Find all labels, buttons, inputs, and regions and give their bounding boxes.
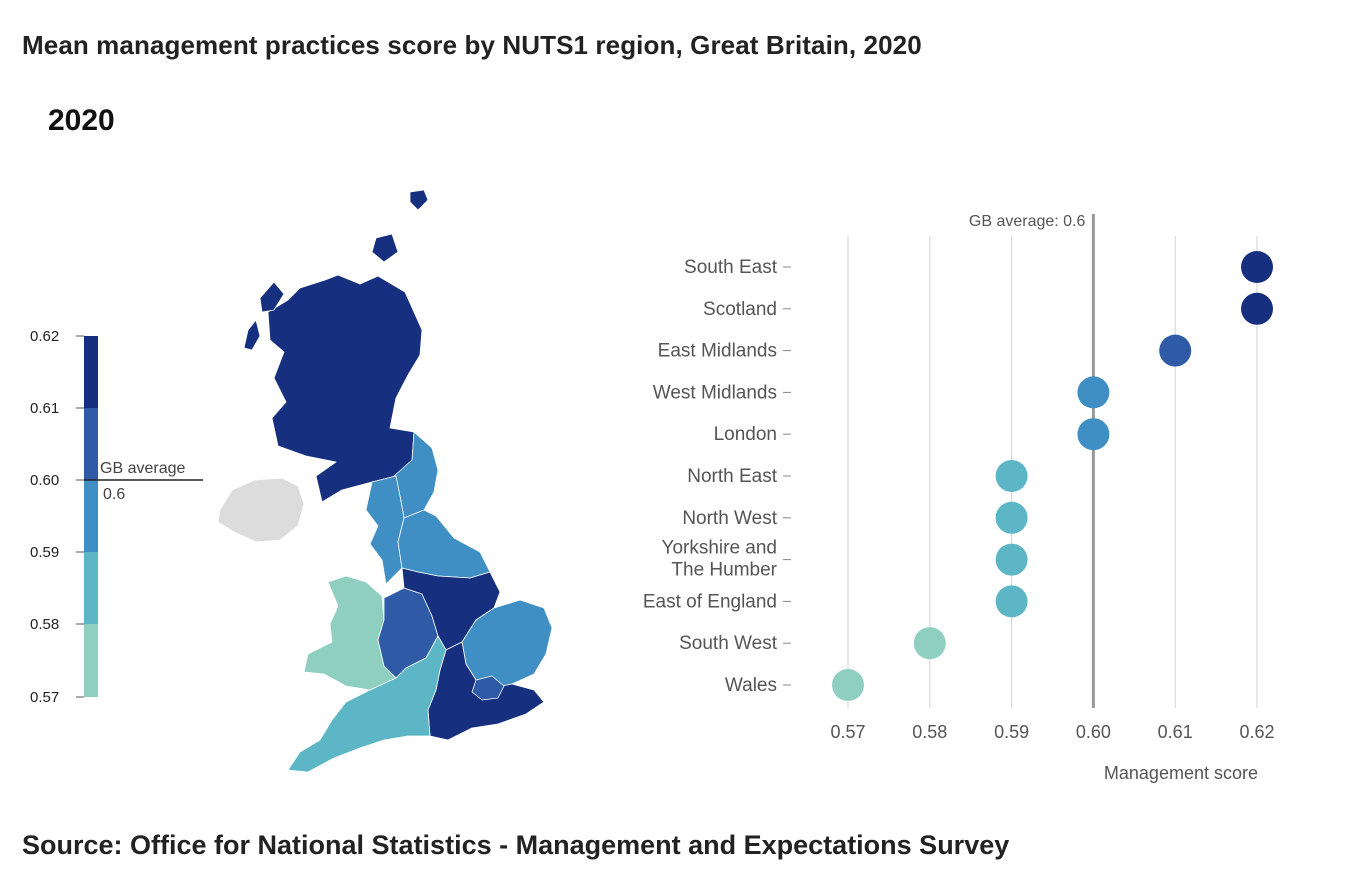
x-tick-label: 0.58 [912,722,947,742]
data-dot [995,460,1028,492]
map-region-north-west [365,475,405,585]
category-label: South West [679,633,778,654]
data-dot [832,669,864,701]
source-note: Source: Office for National Statistics -… [22,830,1010,860]
legend-average-value: 0.6 [103,486,125,503]
legend-tick: 0.60 [30,472,59,489]
category-label: South East [684,257,778,278]
data-dot [1077,376,1110,409]
data-dot [1159,334,1192,367]
category-label: London [714,424,777,445]
map-region-scotland [267,274,423,503]
category-label: West Midlands [653,382,777,403]
legend-band-057-058 [84,624,98,697]
legend-tick: 0.59 [30,544,59,561]
map-region-yorkshire-and-the-humber [397,509,491,579]
dot-plot: GB average: 0.6 South East Scotland East M… [643,213,1275,783]
legend-tick: 0.57 [30,689,59,706]
color-legend: 0.62 0.61 0.60 0.59 0.58 0.57 GB average… [30,328,203,706]
data-dot [1077,418,1110,451]
x-tick-label: 0.60 [1076,722,1111,742]
map-region-south-west [287,635,447,773]
category-label: East Midlands [658,341,777,362]
legend-band-060-061 [84,408,98,480]
map-region-scotland-islands [243,189,429,351]
legend-tick: 0.61 [30,400,59,417]
x-tick-label: 0.62 [1239,722,1274,742]
category-label: North West [682,508,777,529]
legend-average-label: GB average [100,460,185,477]
grid [847,236,1258,708]
dots [832,251,1273,701]
chart-title: Mean management practices score by NUTS1… [22,30,922,60]
category-labels: South East Scotland East Midlands West Midl… [643,257,791,696]
x-tick-label: 0.61 [1158,722,1193,742]
data-dot [1241,251,1273,283]
x-tick-label: 0.59 [994,722,1029,742]
data-dot [995,501,1028,534]
x-axis-label: Management score [1104,763,1258,783]
category-label: Wales [725,675,777,696]
category-label: Scotland [703,299,777,320]
average-reference-label: GB average: 0.6 [969,213,1086,230]
legend-tick: 0.58 [30,616,59,633]
category-label: East of England [643,591,777,612]
legend-tick: 0.62 [30,328,59,345]
data-dot [995,543,1028,576]
region-map [217,189,553,773]
year-label: 2020 [48,104,115,137]
map-region-london [471,675,505,701]
legend-band-059-060 [84,480,98,552]
category-label: Yorkshire and The Humber [662,538,778,581]
category-label: North East [687,466,777,487]
map-region-northern-ireland [217,477,305,543]
data-dot [995,585,1028,618]
data-dot [1241,292,1273,325]
data-dot [913,627,946,660]
legend-band-061-062 [84,336,98,408]
x-tick-labels: 0.57 0.58 0.59 0.60 0.61 0.62 [830,722,1274,742]
legend-ticks: 0.62 0.61 0.60 0.59 0.58 0.57 [30,328,84,706]
legend-band-058-059 [84,552,98,624]
x-tick-label: 0.57 [830,722,865,742]
